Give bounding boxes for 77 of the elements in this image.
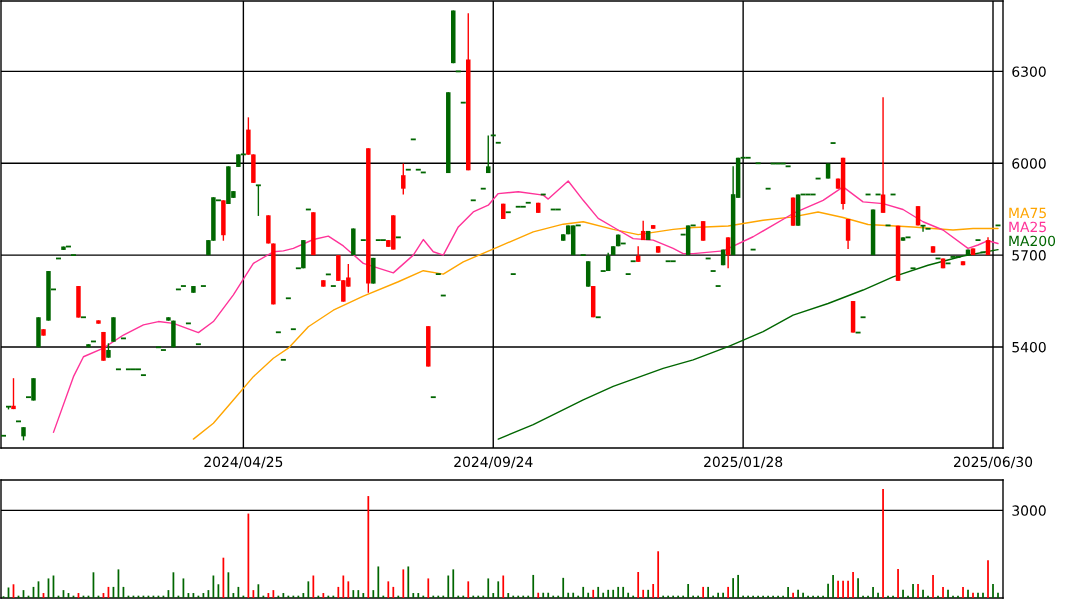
series-label: MA25 — [1009, 221, 1046, 233]
candlestick — [504, 211, 512, 214]
candlestick — [404, 168, 412, 171]
candlestick — [979, 251, 987, 254]
candlestick — [115, 368, 122, 371]
candlestick — [784, 165, 792, 168]
candlestick — [414, 168, 422, 171]
y-tick-label: 3000 — [1012, 505, 1046, 516]
candlestick — [944, 262, 952, 265]
line-series — [52, 180, 999, 434]
candlestick — [919, 224, 927, 233]
candlestick — [594, 316, 602, 319]
candlestick — [284, 297, 292, 300]
candlestick — [434, 273, 442, 276]
x-tick-label: 2024/04/25 — [204, 456, 283, 469]
candlestick — [125, 368, 132, 371]
candlestick — [135, 368, 142, 371]
y-tick-label: 6000 — [1012, 158, 1046, 169]
candlestick — [764, 187, 772, 190]
candlestick — [514, 205, 522, 208]
candlestick — [374, 239, 382, 242]
candlestick — [725, 236, 731, 269]
candlestick — [194, 343, 202, 346]
x-tick-label: 2025/01/28 — [704, 456, 783, 469]
candlestick — [909, 267, 917, 270]
candlestick — [80, 316, 87, 319]
candlestick — [924, 227, 932, 230]
line-series — [192, 211, 999, 440]
candlestick — [459, 101, 467, 104]
candlestick — [15, 420, 22, 423]
candlestick — [289, 328, 297, 331]
series-label: MA75 — [1009, 207, 1046, 219]
candlestick — [880, 96, 886, 214]
candlestick — [120, 337, 127, 340]
candlestick — [479, 187, 487, 190]
y-tick-label: 6300 — [1012, 66, 1046, 77]
candlestick — [904, 236, 912, 239]
x-tick-label: 2024/09/24 — [454, 456, 533, 469]
candlestick — [664, 260, 672, 263]
candlestick — [629, 260, 637, 263]
candlestick — [11, 377, 16, 410]
candlestick — [155, 346, 162, 349]
candlestick — [185, 322, 192, 325]
candlestick — [744, 156, 752, 159]
x-tick-label: 2025/06/30 — [954, 456, 1033, 469]
candlestick — [494, 141, 502, 144]
candlestick — [429, 396, 437, 399]
candlestick — [519, 205, 527, 208]
candlestick — [274, 331, 282, 334]
candlestick — [700, 220, 706, 242]
candlestick — [754, 162, 762, 165]
candlestick — [469, 199, 477, 202]
candlestick — [1, 434, 7, 437]
line-series — [497, 248, 999, 440]
candlestick — [70, 254, 77, 257]
candlestick — [401, 162, 406, 196]
candlestick — [254, 184, 262, 217]
candlestick — [859, 316, 867, 319]
candlestick — [974, 239, 982, 242]
candlestick — [845, 218, 851, 250]
candlestick — [359, 239, 367, 242]
candlestick — [140, 374, 147, 377]
candlestick — [579, 254, 587, 257]
candlestick — [279, 358, 287, 361]
candlestick — [749, 248, 757, 251]
candlestick — [624, 273, 632, 276]
candlestick — [130, 368, 137, 371]
y-tick-label: 5400 — [1012, 341, 1046, 353]
candlestick — [486, 134, 491, 174]
candlestick — [379, 239, 387, 242]
candlestick — [669, 260, 677, 263]
series-label: MA200 — [1009, 235, 1056, 247]
candlestick — [524, 201, 532, 204]
candlestick — [509, 273, 517, 276]
candlestick — [409, 138, 417, 141]
candlestick — [394, 236, 402, 239]
y-tick-label: 5700 — [1012, 250, 1046, 261]
